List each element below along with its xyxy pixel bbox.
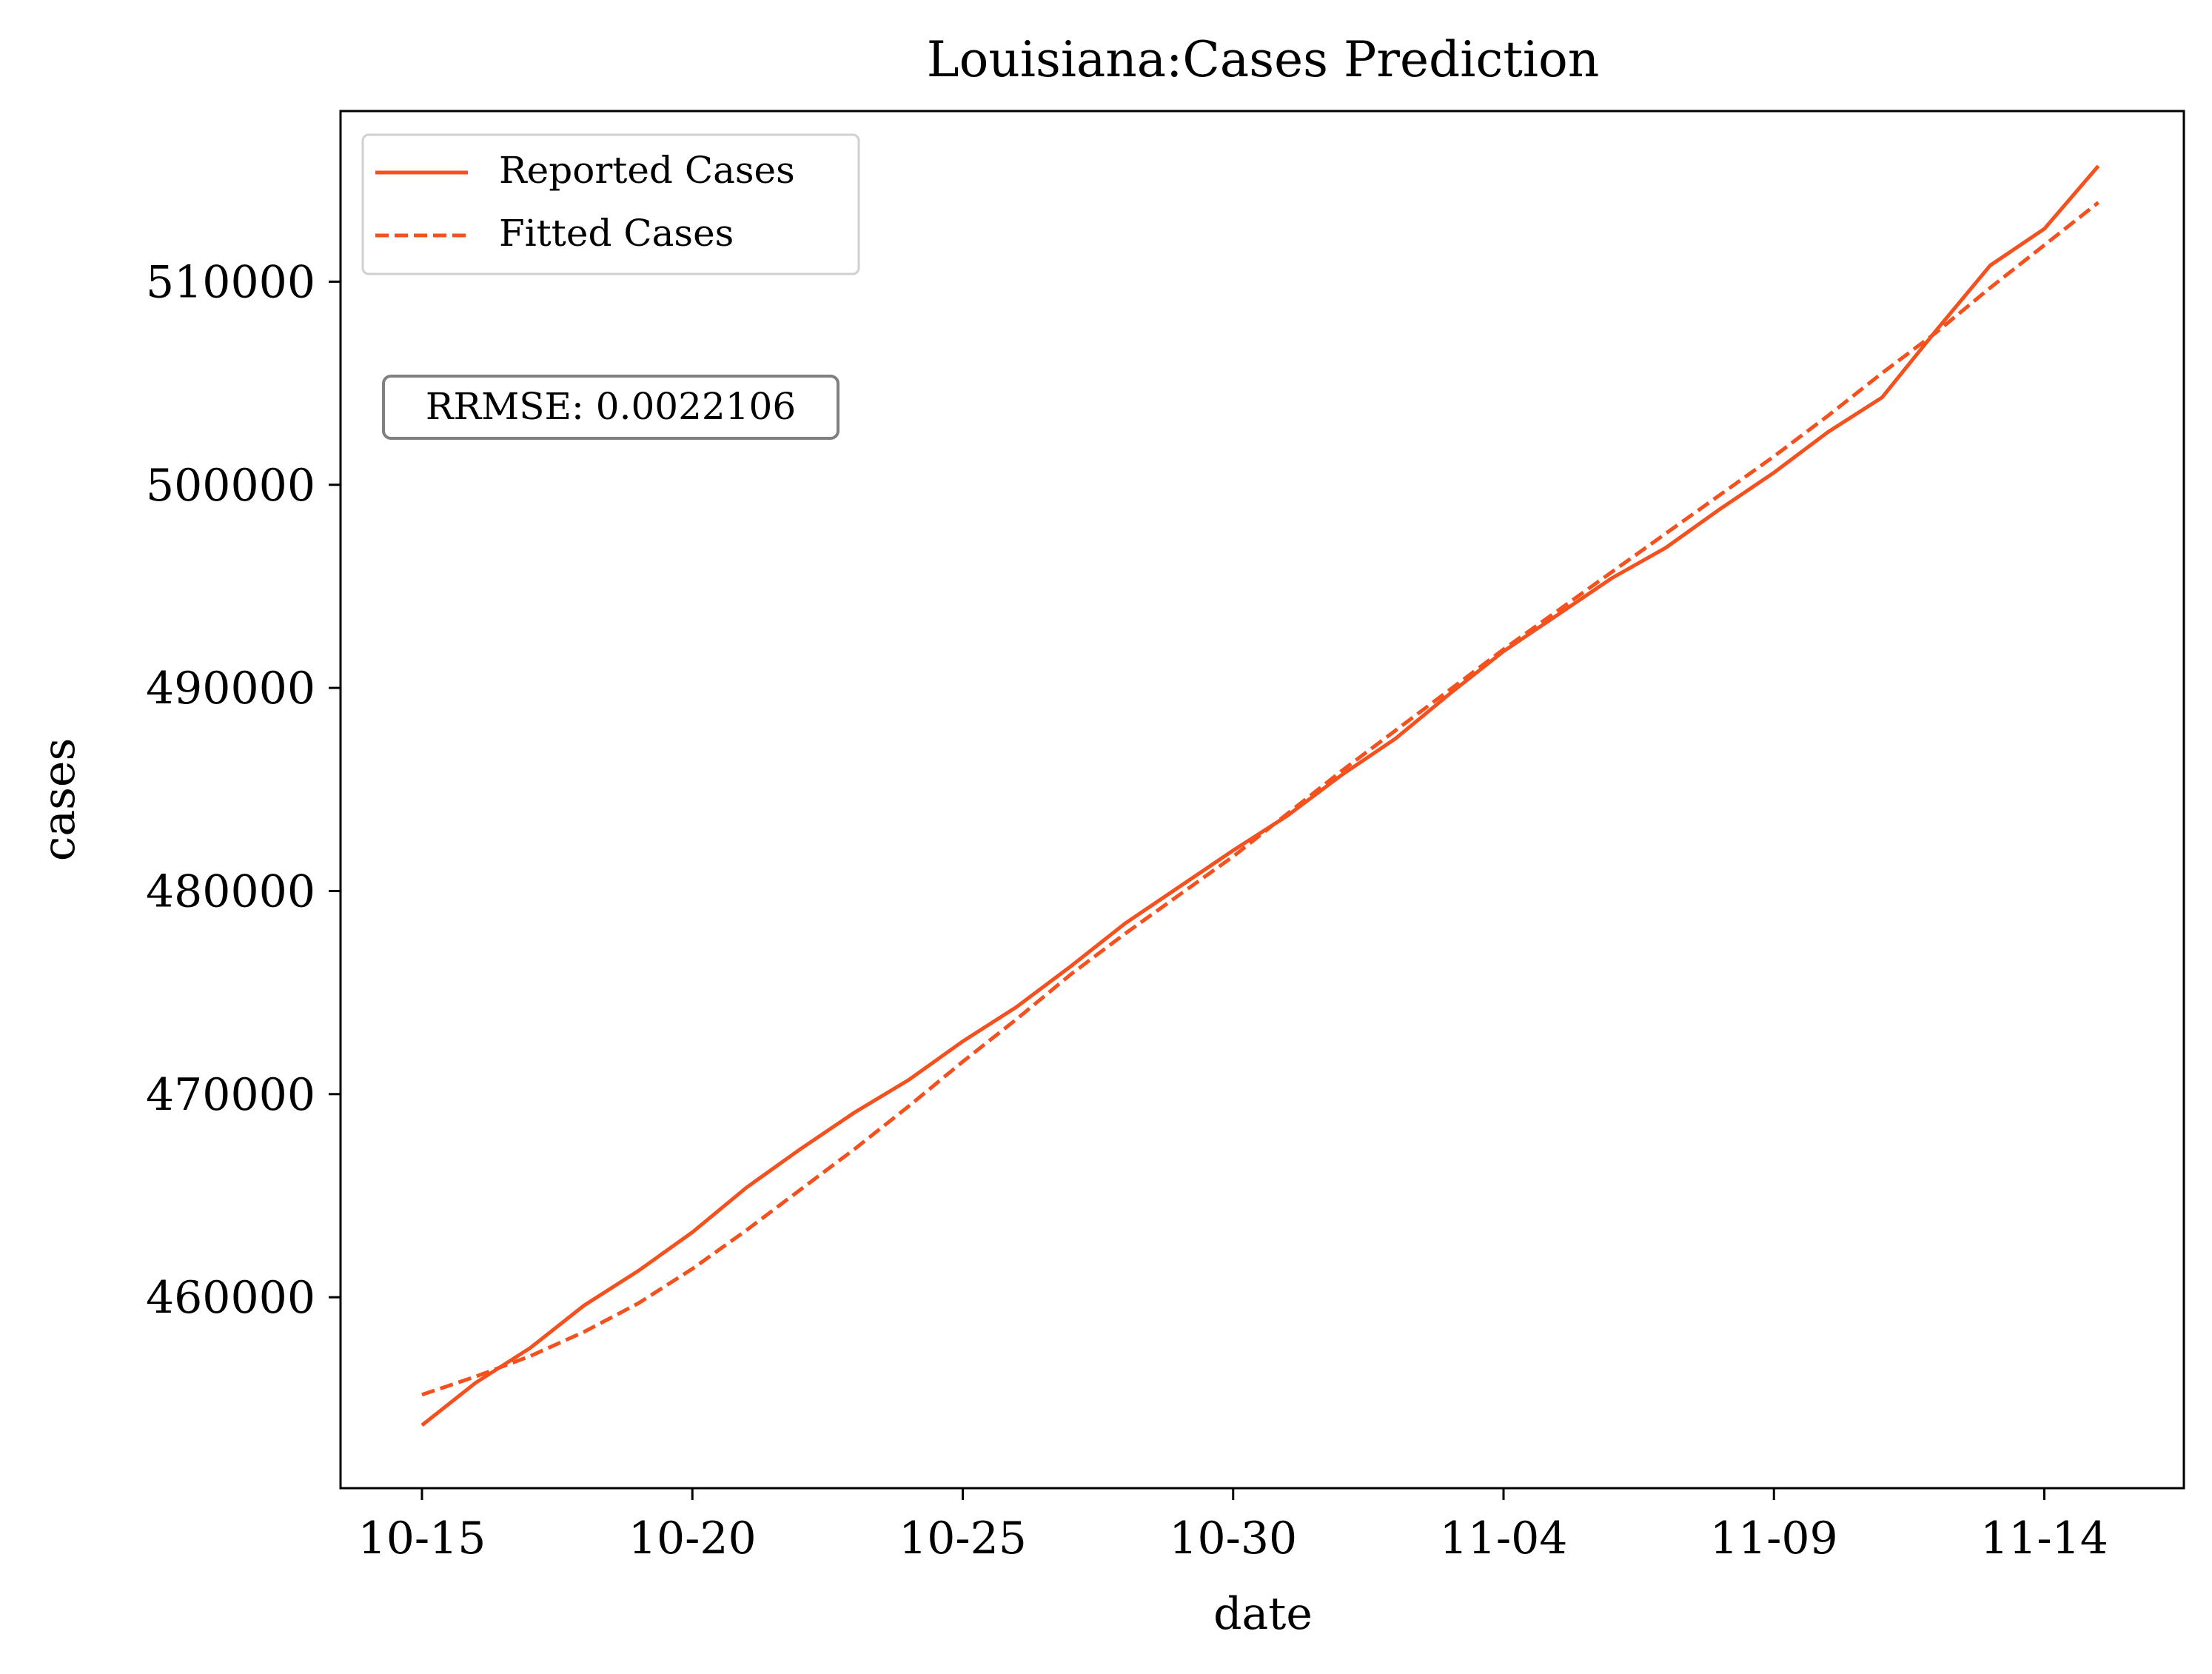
y-tick-label: 480000 [146,866,315,917]
legend-label-fitted: Fitted Cases [499,212,734,255]
reported-cases-line [420,164,2100,1427]
x-tick-label: 11-04 [1440,1513,1568,1564]
series-layer [420,164,2100,1427]
fitted-cases-line [421,201,2100,1397]
y-tick-label: 490000 [146,663,315,714]
y-axis: 460000 470000 480000 490000 500000 510000 [146,256,341,1324]
x-tick-label: 11-14 [1980,1513,2108,1564]
x-tick-label: 10-30 [1169,1513,1297,1564]
x-tick-label: 10-20 [629,1513,757,1564]
y-tick-label: 470000 [146,1069,315,1121]
x-axis-label: date [1213,1588,1313,1640]
x-tick-label: 10-15 [358,1513,486,1564]
x-tick-label: 11-09 [1710,1513,1838,1564]
legend: Reported Cases Fitted Cases [361,133,860,275]
plot-area [339,110,2185,1490]
y-tick-label: 460000 [146,1272,315,1324]
x-tick-label: 10-25 [899,1513,1027,1564]
chart-title: Louisiana:Cases Prediction [927,31,1599,88]
legend-box [361,133,860,275]
rrmse-box [382,375,839,440]
y-axis-label: cases [33,738,85,861]
rrmse-text: RRMSE: 0.0022106 [426,385,796,428]
y-tick-label: 500000 [146,460,315,512]
legend-label-reported: Reported Cases [499,149,795,192]
rrmse-annotation: RRMSE: 0.0022106 [382,375,839,440]
x-axis: 10-15 10-20 10-25 10-30 11-04 11-09 11-14 [358,1488,2108,1564]
y-tick-label: 510000 [146,256,315,308]
plot-frame [339,110,2185,1490]
